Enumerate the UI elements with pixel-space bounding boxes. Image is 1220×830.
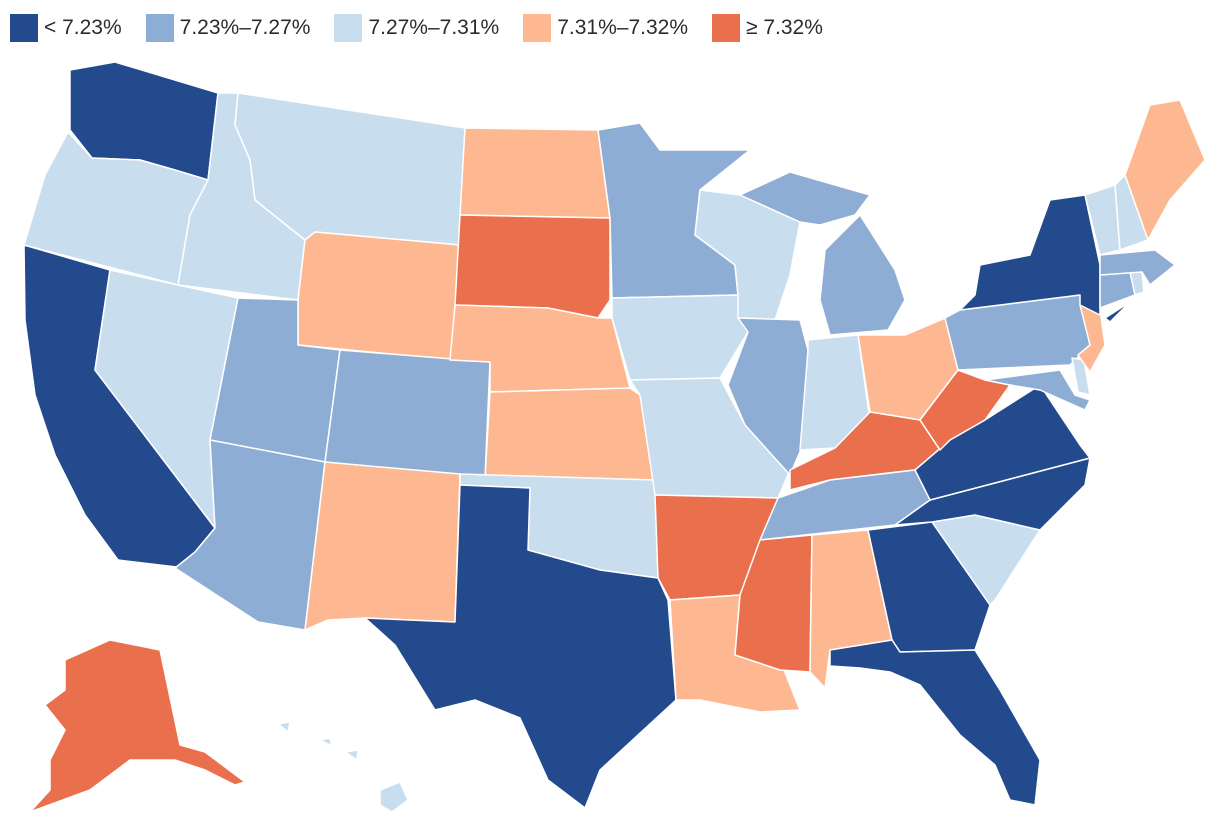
legend-label: 7.27%–7.31% (368, 16, 500, 39)
state-mi[interactable] (739, 171, 906, 336)
legend-swatch-light-orange (523, 14, 552, 42)
legend-label: < 7.23% (44, 16, 122, 39)
legend-swatch-medium-blue (145, 14, 174, 42)
legend-item-7-27-to-7-31: 7.27%–7.31% (334, 14, 499, 42)
state-ma[interactable] (1099, 249, 1176, 286)
legend-label: ≥ 7.32% (746, 16, 823, 39)
state-co[interactable] (324, 349, 491, 479)
legend: < 7.23% 7.23%–7.27% 7.27%–7.31% 7.31%–7.… (10, 12, 847, 44)
state-mo[interactable] (629, 377, 791, 499)
state-sd[interactable] (454, 214, 611, 319)
state-wv[interactable] (919, 369, 1011, 451)
state-ak[interactable] (29, 639, 246, 813)
state-ks[interactable] (484, 387, 656, 481)
state-tx[interactable] (364, 484, 677, 809)
legend-swatch-dark-blue (10, 14, 38, 42)
legend-item-at-least-7-32: ≥ 7.32% (712, 14, 823, 42)
legend-label: 7.31%–7.32% (557, 16, 688, 39)
legend-item-below-7-23: < 7.23% (10, 14, 122, 42)
state-nm[interactable] (304, 461, 461, 631)
state-wy[interactable] (297, 231, 461, 361)
state-me[interactable] (1124, 99, 1206, 241)
state-de[interactable] (1071, 357, 1091, 396)
state-fl[interactable] (829, 639, 1041, 806)
state-ia[interactable] (611, 294, 749, 381)
legend-swatch-orange (712, 14, 740, 42)
state-hi[interactable] (277, 721, 409, 813)
legend-item-7-23-to-7-27: 7.23%–7.27% (145, 14, 311, 42)
state-nd[interactable] (459, 127, 611, 219)
state-md[interactable] (984, 369, 1091, 411)
legend-swatch-light-blue (334, 14, 363, 42)
legend-item-7-31-to-7-32: 7.31%–7.32% (523, 14, 688, 42)
legend-label: 7.23%–7.27% (179, 16, 311, 39)
